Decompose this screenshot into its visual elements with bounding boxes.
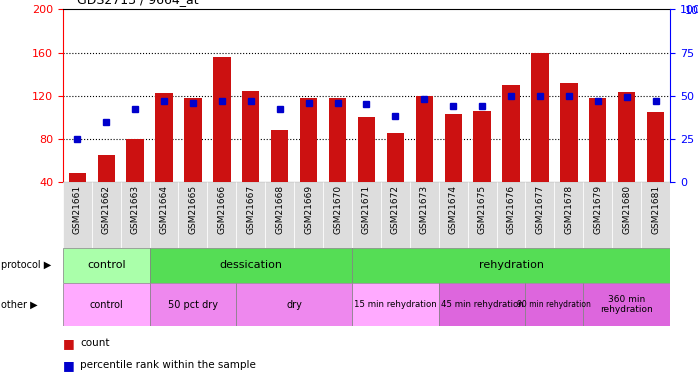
Text: GSM21675: GSM21675 [477, 185, 487, 234]
Bar [526, 283, 584, 326]
Bar [294, 182, 323, 248]
Bar [352, 248, 670, 283]
Text: rehydration: rehydration [479, 260, 544, 270]
Bar [358, 117, 375, 182]
Bar [641, 182, 670, 248]
Bar [68, 173, 86, 182]
Bar [149, 248, 352, 283]
Bar [265, 182, 294, 248]
Bar [503, 85, 520, 182]
Bar [612, 182, 641, 248]
Text: GSM21666: GSM21666 [217, 185, 226, 234]
Bar [242, 92, 260, 182]
Text: GSM21672: GSM21672 [391, 185, 400, 234]
Bar [149, 283, 237, 326]
Text: 15 min rehydration: 15 min rehydration [354, 300, 437, 309]
Bar [91, 182, 121, 248]
Bar [468, 182, 496, 248]
Text: 90 min rehydration: 90 min rehydration [517, 300, 591, 309]
Text: 360 min
rehydration: 360 min rehydration [600, 295, 653, 314]
Text: ■: ■ [63, 359, 75, 372]
Bar [121, 182, 149, 248]
Bar [387, 134, 404, 182]
Bar [473, 111, 491, 182]
Text: 45 min rehydration: 45 min rehydration [440, 300, 524, 309]
Bar [554, 182, 584, 248]
Text: GSM21668: GSM21668 [275, 185, 284, 234]
Text: GSM21678: GSM21678 [565, 185, 573, 234]
Text: GSM21680: GSM21680 [622, 185, 631, 234]
Bar [156, 93, 172, 182]
Bar [149, 182, 179, 248]
Bar [496, 182, 526, 248]
Text: count: count [80, 338, 110, 348]
Bar [445, 114, 462, 182]
Bar [329, 98, 346, 182]
Text: GSM21674: GSM21674 [449, 185, 458, 234]
Bar [179, 182, 207, 248]
Text: GSM21673: GSM21673 [419, 185, 429, 234]
Bar [98, 155, 115, 182]
Bar [439, 182, 468, 248]
Bar [531, 53, 549, 182]
Text: control: control [89, 300, 123, 310]
Text: dessication: dessication [219, 260, 282, 270]
Text: GSM21667: GSM21667 [246, 185, 255, 234]
Bar [323, 182, 352, 248]
Bar [618, 92, 635, 182]
Bar [237, 182, 265, 248]
Bar [410, 182, 439, 248]
Text: GSM21662: GSM21662 [102, 185, 111, 234]
Bar [352, 283, 439, 326]
Text: dry: dry [286, 300, 302, 310]
Text: GSM21670: GSM21670 [333, 185, 342, 234]
Bar [560, 83, 577, 182]
Bar [584, 283, 670, 326]
Text: GSM21664: GSM21664 [160, 185, 168, 234]
Text: GSM21681: GSM21681 [651, 185, 660, 234]
Y-axis label: 100%: 100% [685, 6, 698, 16]
Bar [415, 96, 433, 182]
Bar [126, 139, 144, 182]
Text: percentile rank within the sample: percentile rank within the sample [80, 360, 256, 370]
Text: GSM21677: GSM21677 [535, 185, 544, 234]
Bar [63, 182, 91, 248]
Bar [184, 98, 202, 182]
Text: control: control [87, 260, 126, 270]
Text: GSM21676: GSM21676 [507, 185, 516, 234]
Bar [352, 182, 381, 248]
Text: GSM21671: GSM21671 [362, 185, 371, 234]
Text: GSM21665: GSM21665 [188, 185, 198, 234]
Bar [439, 283, 526, 326]
Bar [526, 182, 554, 248]
Bar [300, 98, 318, 182]
Text: GSM21663: GSM21663 [131, 185, 140, 234]
Bar [647, 112, 664, 182]
Bar [207, 182, 237, 248]
Bar [237, 283, 352, 326]
Text: other ▶: other ▶ [1, 300, 37, 310]
Text: protocol ▶: protocol ▶ [1, 260, 51, 270]
Text: ■: ■ [63, 337, 75, 350]
Bar [381, 182, 410, 248]
Text: GSM21679: GSM21679 [593, 185, 602, 234]
Text: GSM21661: GSM21661 [73, 185, 82, 234]
Bar [63, 283, 149, 326]
Text: GSM21669: GSM21669 [304, 185, 313, 234]
Text: GDS2713 / 9664_at: GDS2713 / 9664_at [77, 0, 198, 6]
Bar [213, 57, 230, 182]
Bar [63, 248, 149, 283]
Bar [589, 98, 607, 182]
Bar [584, 182, 612, 248]
Bar [271, 130, 288, 182]
Text: 50 pct dry: 50 pct dry [168, 300, 218, 310]
